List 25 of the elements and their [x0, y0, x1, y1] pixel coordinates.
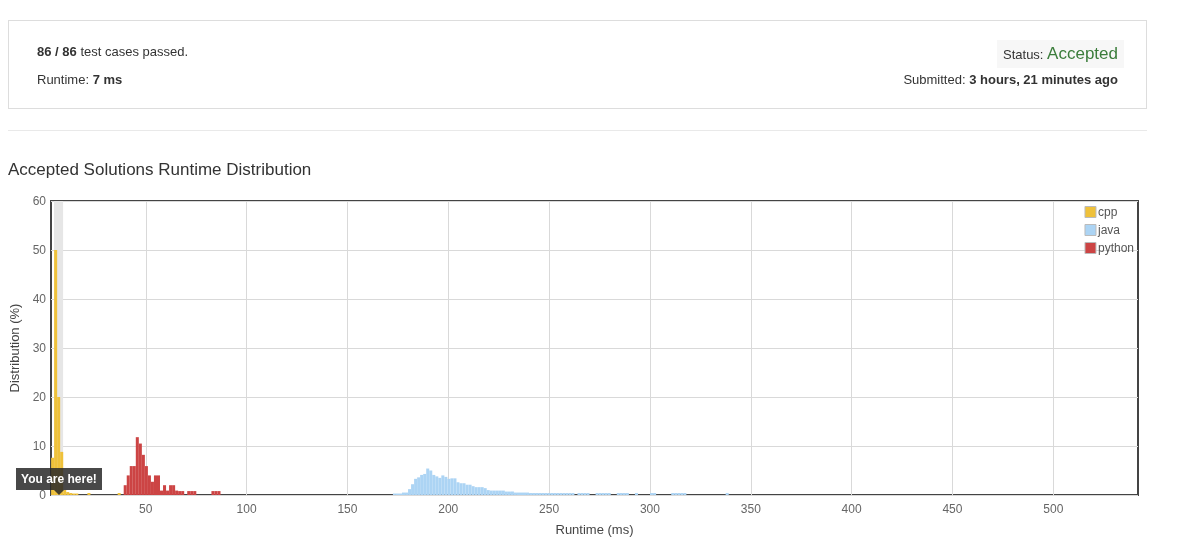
x-tick-label: 50 — [139, 502, 153, 516]
legend-label: python — [1097, 241, 1134, 255]
y-tick-label: 0 — [39, 488, 47, 502]
x-tick-label: 450 — [942, 502, 963, 516]
x-tick-label: 350 — [740, 502, 762, 516]
y-tick-label: 40 — [32, 292, 47, 306]
x-tick-label: 100 — [236, 502, 257, 516]
y-tick-label: 10 — [32, 439, 47, 453]
x-tick-label: 400 — [841, 502, 862, 516]
x-axis-title: Runtime (ms) — [555, 522, 634, 537]
y-tick-label: 50 — [32, 243, 47, 257]
legend-label: cpp — [1097, 205, 1118, 219]
legend-label: java — [1096, 223, 1121, 237]
x-tick-label: 200 — [438, 502, 459, 516]
x-tick-label: 300 — [639, 502, 661, 516]
y-axis-title: Distribution (%) — [7, 303, 22, 393]
x-tick-label: 500 — [1043, 502, 1064, 516]
chart-title: Accepted Solutions Runtime Distribution — [8, 160, 312, 179]
x-tick-label: 250 — [539, 502, 560, 516]
x-tick-label: 150 — [337, 502, 358, 516]
y-tick-label: 30 — [32, 341, 47, 355]
annotation: You are here! — [21, 472, 97, 486]
y-tick-label: 20 — [32, 390, 47, 404]
y-tick-label: 60 — [32, 194, 47, 208]
summary-panel: 86 / 86 test cases passed. Runtime: 7 ms Status: Accepted Submitted: 3 hours, 21 minutes ago — [8, 20, 1147, 109]
